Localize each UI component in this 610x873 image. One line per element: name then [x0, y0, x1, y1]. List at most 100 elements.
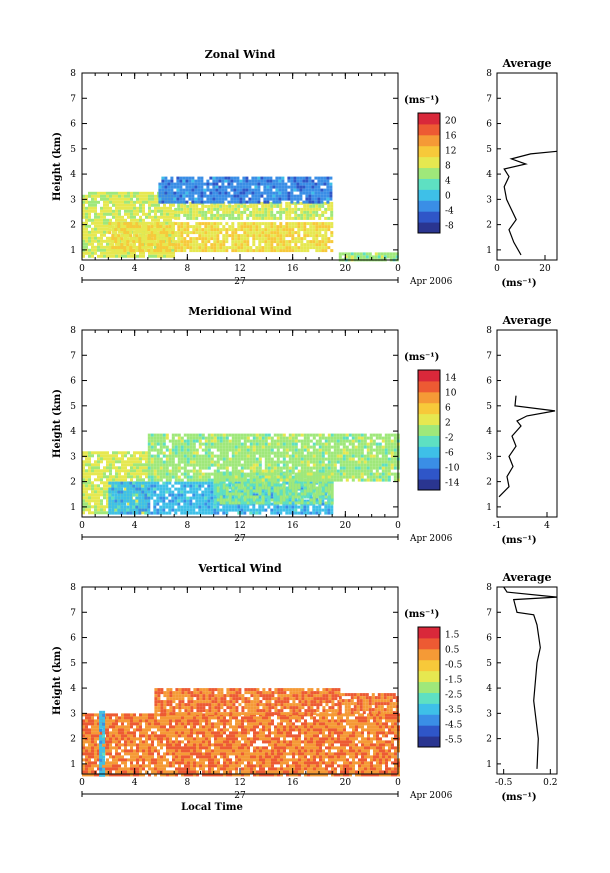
heatmap-cell — [305, 179, 309, 183]
heatmap-cell — [282, 249, 286, 253]
heatmap-cell — [246, 457, 250, 461]
heatmap-cell — [179, 182, 183, 186]
heatmap-cell — [333, 463, 337, 467]
heatmap-cell — [282, 243, 286, 247]
heatmap-cell — [246, 472, 250, 476]
heatmap-cell — [330, 216, 334, 220]
heatmap-cell — [82, 463, 85, 467]
heatmap-cell — [264, 445, 268, 449]
heatmap-cell — [365, 255, 369, 259]
heatmap-cell — [273, 469, 277, 473]
heatmap-cell — [82, 251, 85, 255]
heatmap-cell — [210, 442, 214, 446]
heatmap-cell — [168, 493, 172, 497]
heatmap-cell — [160, 251, 163, 255]
heatmap-cell — [276, 460, 280, 464]
heatmap-cell — [170, 194, 174, 198]
heatmap-cell — [291, 207, 295, 211]
heatmap-cell — [103, 484, 106, 488]
heatmap-cell — [138, 508, 142, 512]
heatmap-cell — [126, 505, 130, 509]
heatmap-cell — [237, 501, 241, 505]
heatmap-cell — [186, 222, 190, 226]
heatmap-cell — [327, 204, 331, 208]
heatmap-cell — [252, 225, 256, 229]
heatmap-cell — [354, 475, 358, 479]
y-axis-label: Height (km) — [52, 389, 63, 458]
heatmap-cell — [267, 480, 271, 484]
heatmap-cell — [324, 234, 328, 238]
heatmap-cell — [363, 463, 367, 467]
heatmap-cell — [203, 191, 207, 195]
heatmap-cell — [135, 240, 139, 244]
heatmap-cell — [156, 487, 160, 491]
heatmap-cell — [177, 204, 181, 208]
heatmap-cell — [164, 179, 168, 183]
heatmap-cell — [257, 200, 261, 204]
heatmap-cell — [294, 201, 298, 205]
heatmap-cell — [169, 233, 172, 237]
heatmap-cell — [221, 179, 225, 183]
heatmap-cell — [309, 234, 313, 238]
heatmap-cell — [260, 194, 264, 198]
heatmap-cell — [279, 472, 283, 476]
heatmap-cell — [375, 472, 379, 476]
heatmap-cell — [109, 251, 112, 255]
heatmap-cell — [103, 490, 106, 494]
heatmap-cell — [275, 179, 279, 183]
heatmap-cell — [85, 460, 88, 464]
heatmap-cell — [171, 225, 175, 229]
heatmap-cell — [357, 439, 361, 443]
heatmap-cell — [222, 489, 226, 493]
heatmap-cell — [378, 433, 382, 437]
heatmap-cell — [129, 505, 133, 509]
heatmap-cell — [189, 445, 193, 449]
heatmap-cell — [201, 442, 205, 446]
heatmap-cell — [234, 489, 238, 493]
heatmap-cell — [260, 191, 264, 195]
heatmap-cell — [257, 185, 261, 189]
heatmap-cell — [252, 445, 256, 449]
heatmap-cell — [207, 475, 211, 479]
heatmap-cell — [312, 445, 316, 449]
heatmap-cell — [245, 194, 249, 198]
heatmap-cell — [318, 451, 322, 455]
heatmap-cell — [285, 508, 289, 512]
heatmap-cell — [97, 194, 100, 198]
heatmap-cell — [94, 218, 97, 222]
heatmap-cell — [249, 225, 253, 229]
heatmap-cell — [362, 255, 366, 259]
heatmap-cell — [231, 213, 235, 217]
heatmap-cell — [255, 222, 259, 226]
heatmap-cell — [162, 466, 166, 470]
heatmap-cell — [106, 248, 109, 252]
heatmap-cell — [333, 454, 337, 458]
heatmap-cell — [246, 483, 250, 487]
heatmap-cell — [318, 243, 322, 247]
heatmap-cell — [189, 496, 193, 500]
heatmap-cell — [156, 225, 160, 229]
heatmap-cell — [94, 496, 97, 500]
heatmap-cell — [198, 454, 202, 458]
heatmap-cell — [132, 225, 136, 229]
heatmap-cell — [210, 454, 214, 458]
heatmap-cell — [162, 442, 166, 446]
heatmap-cell — [222, 243, 226, 247]
heatmap-cell — [375, 454, 379, 458]
heatmap-cell — [139, 203, 142, 207]
heatmap-cell — [198, 439, 202, 443]
heatmap-cell — [222, 448, 226, 452]
heatmap-cell — [279, 234, 283, 238]
heatmap-cell — [312, 246, 316, 250]
heatmap-cell — [278, 194, 282, 198]
heatmap-cell — [329, 182, 333, 186]
heatmap-cell — [299, 194, 303, 198]
heatmap-cell — [120, 490, 124, 494]
heatmap-cell — [264, 472, 268, 476]
heatmap-cell — [117, 225, 121, 229]
heatmap-cell — [300, 222, 304, 226]
heatmap-cell — [254, 200, 258, 204]
heatmap-cell — [85, 451, 88, 455]
heatmap-cell — [302, 176, 306, 180]
heatmap-cell — [103, 197, 106, 201]
